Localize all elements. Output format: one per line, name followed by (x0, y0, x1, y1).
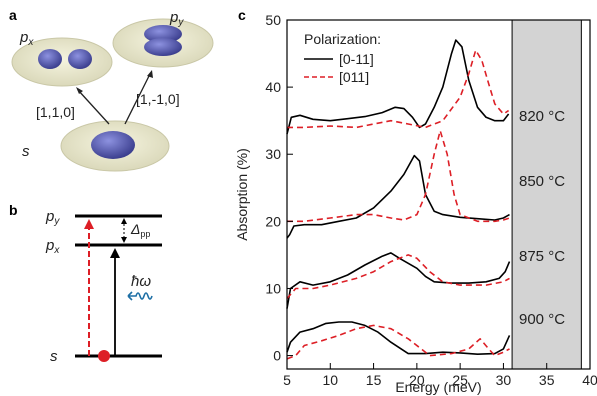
red-transition-arrow (84, 219, 94, 356)
electron-dot (98, 350, 110, 362)
arrow-to-py (124, 70, 153, 125)
orbital-py (112, 18, 214, 68)
shaded-region (512, 20, 582, 369)
series-line-solid-6 (286, 321, 511, 355)
y-tick-label: 50 (265, 12, 281, 28)
orbital-s (60, 120, 170, 172)
x-tick-label: 35 (539, 372, 555, 388)
series-line-solid-0 (286, 39, 510, 135)
px-disk (11, 37, 113, 87)
black-transition-arrow (110, 248, 120, 356)
legend-series-1: [011] (339, 69, 369, 85)
plot-frame (286, 19, 591, 370)
legend-title: Polarization: (304, 31, 381, 47)
y-tick-label: 20 (265, 213, 281, 229)
y-axis-label: Absorption (%) (234, 148, 250, 241)
arrow-to-px (76, 87, 110, 125)
legend-series-0: [0-11] (339, 51, 374, 67)
x-tick-label: 30 (496, 372, 512, 388)
x-tick-label: 20 (409, 372, 425, 388)
temp-label-820: 820 °C (519, 108, 565, 125)
temp-label-875: 875 °C (519, 248, 565, 265)
panel-a: a px py s [1,1,0] (9, 7, 214, 172)
x-tick-label: 25 (452, 372, 468, 388)
arrow-label-110: [1,1,0] (36, 104, 75, 120)
panel-c: c 5 10 15 20 25 30 35 40 0 10 20 30 40 50 Absorption … (234, 7, 597, 395)
series-line-dashed-1 (287, 49, 510, 129)
x-axis-label: Energy (meV) (395, 379, 481, 395)
y-tick-label: 40 (265, 79, 281, 95)
delta-pp-label: Δpp (130, 221, 150, 239)
series-line-solid-2 (286, 154, 510, 239)
panel-b: b py px s Δpp ħω (9, 202, 162, 365)
chart-curves (286, 39, 511, 360)
series-line-dashed-3 (287, 129, 510, 223)
x-tick-label: 5 (283, 372, 291, 388)
py-lobe-top (144, 25, 182, 43)
b-px-label: px (45, 237, 60, 256)
arrow-label-1-10: [1,-1,0] (136, 91, 180, 107)
x-tick-label: 10 (322, 372, 338, 388)
s-lobe (91, 131, 135, 159)
series-line-dashed-7 (286, 324, 510, 360)
px-label: px (19, 29, 34, 48)
panel-a-letter: a (9, 7, 17, 23)
px-lobe-right (68, 49, 92, 69)
py-label: py (169, 9, 184, 28)
temp-label-850: 850 °C (519, 173, 565, 190)
delta-pp-marker (121, 218, 127, 243)
series-line-solid-4 (286, 252, 511, 309)
orbital-px (11, 37, 113, 87)
temp-label-900: 900 °C (519, 311, 565, 328)
legend: Polarization: [0-11] [011] (304, 31, 381, 85)
panel-b-letter: b (9, 202, 18, 218)
py-lobe-bottom (144, 38, 182, 56)
b-py-label: py (45, 208, 60, 227)
panel-c-letter: c (238, 7, 246, 23)
hbar-omega-label: ħω (131, 273, 151, 290)
s-label: s (22, 143, 30, 160)
px-lobe-left (38, 49, 62, 69)
y-tick-label: 30 (265, 146, 281, 162)
x-tick-label: 15 (366, 372, 382, 388)
y-tick-label: 0 (273, 348, 281, 364)
series-line-dashed-5 (286, 254, 510, 300)
b-s-label: s (50, 348, 58, 365)
axis-ticks: 5 10 15 20 25 30 35 40 0 10 20 30 40 50 (265, 12, 597, 388)
y-tick-label: 10 (265, 280, 281, 296)
photon-wave-icon (127, 291, 153, 301)
x-tick-label: 40 (582, 372, 597, 388)
